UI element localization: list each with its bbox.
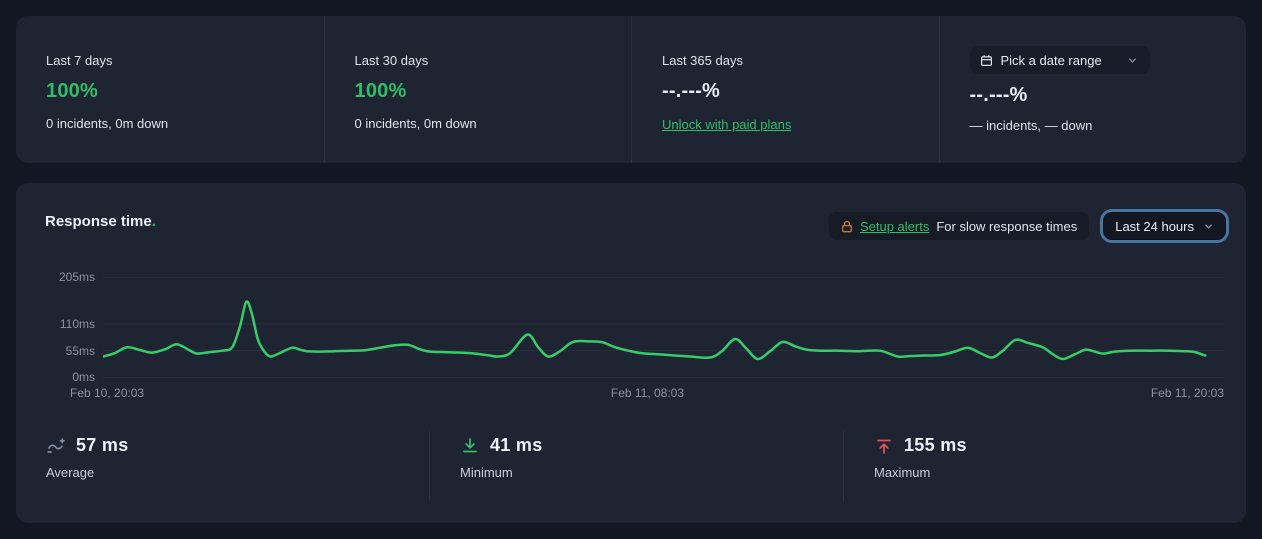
uptime-period-label: Last 365 days	[662, 53, 743, 68]
stat-label: Average	[46, 465, 95, 480]
time-range-select[interactable]: Last 24 hours	[1103, 212, 1226, 240]
response-time-chart	[103, 277, 1224, 378]
response-time-card: Response time. Setup alerts For slow res…	[16, 183, 1246, 523]
calendar-icon	[980, 54, 993, 67]
chevron-down-icon	[1203, 221, 1214, 232]
uptime-incidents-text: — incidents, — down	[969, 118, 1093, 133]
stat-value: 41 ms	[490, 435, 543, 455]
uptime-incidents-text: 0 incidents, 0m down	[354, 116, 477, 131]
setup-alerts-link[interactable]: Setup alerts	[859, 218, 930, 234]
unlock-paid-plans-link[interactable]: Unlock with paid plans	[662, 117, 792, 132]
stat-label: Minimum	[460, 465, 513, 480]
response-time-title-text: Response time	[45, 213, 152, 230]
y-axis-tick-label: 0ms	[72, 370, 95, 384]
uptime-value-locked: --.---%	[662, 80, 721, 102]
x-axis-tick-label: Feb 11, 08:03	[610, 386, 685, 400]
stat-label: Maximum	[874, 465, 931, 480]
setup-alerts-description: For slow response times	[936, 218, 1078, 234]
response-stats-row: 57 ms Average 41 ms Minimum	[16, 431, 1246, 501]
uptime-value: 100%	[354, 80, 407, 102]
uptime-col-7-days: Last 7 days 100% 0 incidents, 0m down	[16, 16, 324, 163]
uptime-col-365-days: Last 365 days --.---% Unlock with paid p…	[631, 16, 939, 163]
uptime-summary-card: Last 7 days 100% 0 incidents, 0m down La…	[16, 16, 1246, 163]
time-range-value: Last 24 hours	[1115, 218, 1194, 234]
x-axis-tick-label: Feb 10, 20:03	[70, 386, 145, 400]
uptime-period-label: Last 30 days	[354, 53, 429, 68]
title-accent-dot: .	[151, 213, 156, 230]
uptime-period-label: Last 7 days	[46, 53, 113, 68]
minimum-arrow-down-to-line-icon	[460, 436, 480, 456]
y-axis-tick-label: 110ms	[59, 317, 95, 331]
pick-date-range-button[interactable]: Pick a date range	[969, 46, 1150, 74]
stat-value: 155 ms	[904, 435, 967, 455]
uptime-value: 100%	[46, 80, 98, 102]
uptime-incidents-text: 0 incidents, 0m down	[46, 116, 169, 131]
average-icon	[46, 436, 66, 456]
x-axis-labels: Feb 10, 20:03 Feb 11, 08:03 Feb 11, 20:0…	[70, 386, 1224, 400]
lock-icon	[841, 220, 853, 233]
uptime-col-custom-range: Pick a date range --.---% — incidents, —…	[938, 16, 1247, 163]
stat-maximum: 155 ms Maximum	[843, 431, 1246, 501]
stat-minimum: 41 ms Minimum	[429, 431, 843, 501]
y-axis-tick-label: 55ms	[65, 344, 95, 358]
chevron-down-icon	[1127, 55, 1138, 66]
response-time-title: Response time.	[45, 213, 156, 230]
y-axis-tick-label: 205ms	[58, 270, 95, 284]
x-axis-tick-label: Feb 11, 20:03	[1150, 386, 1224, 400]
pick-date-range-label: Pick a date range	[1000, 52, 1102, 68]
maximum-arrow-up-to-line-icon	[874, 436, 894, 456]
stat-average: 57 ms Average	[16, 431, 429, 501]
uptime-col-30-days: Last 30 days 100% 0 incidents, 0m down	[323, 16, 632, 163]
uptime-value-custom: --.---%	[969, 84, 1028, 106]
setup-alerts-pill: Setup alerts For slow response times	[828, 212, 1090, 240]
stat-value: 57 ms	[76, 435, 129, 455]
